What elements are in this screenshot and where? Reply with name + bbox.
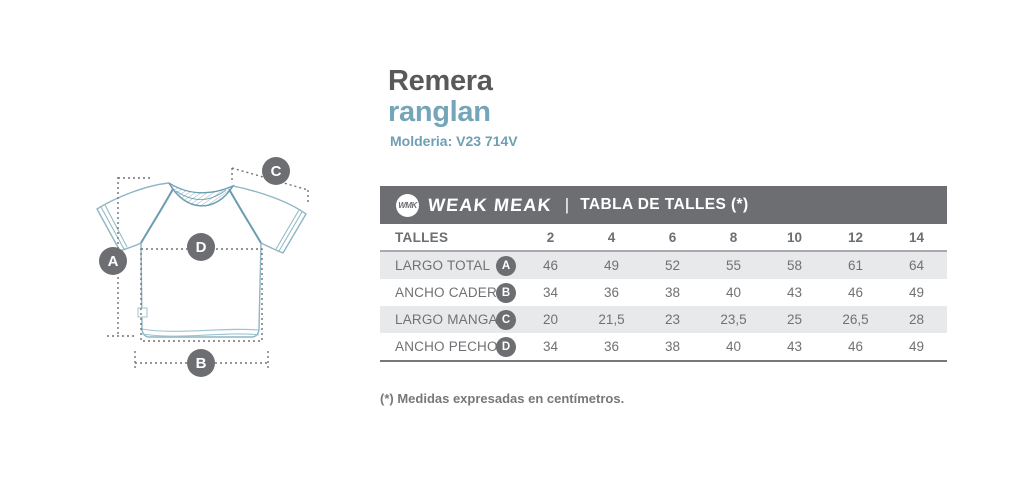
measure-line-sleeve-length [231, 167, 309, 203]
size-column-header: 6 [668, 229, 677, 245]
measure-value: 26,5 [842, 312, 869, 327]
left-cuff-ribs [100, 204, 128, 250]
measure-value: 46 [847, 285, 864, 300]
measure-badge-cell: B [492, 282, 520, 303]
table-row: ANCHO PECHO D 34 36 38 40 43 46 49 [380, 333, 947, 360]
measure-value: 34 [542, 339, 559, 354]
measure-badge-cell: A [492, 255, 520, 276]
measure-badge: A [496, 255, 516, 276]
measure-value: 34 [542, 285, 559, 300]
table-row: LARGO MANGA C 20 21,5 23 23,5 25 26,5 28 [380, 306, 947, 333]
diagram-badge-d: D [187, 233, 215, 261]
measure-value: 61 [847, 258, 864, 273]
measure-label: LARGO TOTAL [395, 258, 491, 273]
size-column-header: 12 [847, 229, 864, 245]
title-block: Remera ranglan Molderia: V23 714V [388, 65, 518, 150]
measure-badge-cell: C [492, 309, 520, 330]
diagram-badge-b: B [187, 349, 215, 377]
measure-value: 28 [908, 312, 925, 327]
measure-badge: D [496, 336, 516, 357]
diagram-badge-a-label: A [108, 253, 119, 270]
measure-value: 58 [786, 258, 803, 273]
size-column-header: 10 [786, 229, 803, 245]
measure-value: 21,5 [598, 312, 625, 327]
diagram-badge-a: A [99, 247, 127, 275]
measure-value: 20 [542, 312, 559, 327]
measure-label: ANCHO PECHO [395, 339, 498, 354]
collar-band [168, 182, 235, 207]
right-cuff-ribs [275, 209, 303, 252]
measure-value: 38 [664, 339, 681, 354]
size-column-header: 8 [729, 229, 738, 245]
brand-name: WEAK MEAK [427, 194, 553, 215]
table-row: LARGO TOTAL A 46 49 52 55 58 61 64 [380, 252, 947, 279]
left-raglan-seam [140, 188, 174, 244]
measure-badge-cell: D [492, 336, 520, 357]
measure-label: LARGO MANGA [395, 312, 498, 327]
product-subtitle: ranglan [388, 96, 491, 128]
hem-lines [141, 328, 260, 337]
size-table-title: TABLA DE TALLES (*) [580, 196, 749, 213]
side-tag [137, 307, 148, 318]
diagram-badge-c-label: C [271, 163, 282, 180]
measure-value: 38 [664, 285, 681, 300]
size-table-body: LARGO TOTAL A 46 49 52 55 58 61 64 ANCHO CADERA B 3… [380, 252, 947, 362]
measure-value: 23 [664, 312, 681, 327]
measure-value: 49 [908, 339, 925, 354]
collar-inner-line [175, 189, 227, 200]
measure-value: 25 [786, 312, 803, 327]
footnote: (*) Medidas expresadas en centímetros. [380, 391, 625, 406]
header-separator: | [564, 195, 570, 214]
measure-badge: C [496, 309, 516, 330]
measure-value: 43 [786, 339, 803, 354]
measure-value: 46 [542, 258, 559, 273]
product-title: Remera [388, 65, 493, 97]
right-raglan-seam [228, 188, 262, 244]
measure-value: 49 [603, 258, 620, 273]
measure-label: ANCHO CADERA [395, 285, 507, 300]
sizes-corner-label: TALLES [395, 229, 449, 245]
measure-value: 46 [847, 339, 864, 354]
measure-value: 52 [664, 258, 681, 273]
measure-value: 36 [603, 339, 620, 354]
size-table-header-row: TALLES 2 4 6 8 10 12 14 [380, 224, 947, 252]
measure-value: 43 [786, 285, 803, 300]
size-column-header: 14 [908, 229, 925, 245]
diagram-badge-b-label: B [196, 355, 207, 372]
measure-value: 64 [908, 258, 925, 273]
diagram-badge-d-label: D [196, 239, 207, 256]
measure-value: 40 [725, 285, 742, 300]
measure-rect-chest-width [140, 248, 263, 342]
measure-value: 40 [725, 339, 742, 354]
measure-value: 55 [725, 258, 742, 273]
size-column-header: 4 [607, 229, 616, 245]
brand-logo-icon: WMK [396, 193, 419, 217]
measure-badge: B [496, 282, 516, 303]
size-table: WMK WEAK MEAK | TABLA DE TALLES (*) TALL… [380, 186, 947, 362]
size-table-header-bar: WMK WEAK MEAK | TABLA DE TALLES (*) [380, 186, 947, 224]
table-row: ANCHO CADERA B 34 36 38 40 43 46 49 [380, 279, 947, 306]
tshirt-diagram: A B C D [96, 157, 309, 377]
diagram-badge-c: C [262, 157, 290, 185]
measure-value: 36 [603, 285, 620, 300]
measure-value: 23,5 [720, 312, 747, 327]
size-column-header: 2 [546, 229, 555, 245]
measure-value: 49 [908, 285, 925, 300]
pattern-info: Molderia: V23 714V [390, 133, 518, 149]
